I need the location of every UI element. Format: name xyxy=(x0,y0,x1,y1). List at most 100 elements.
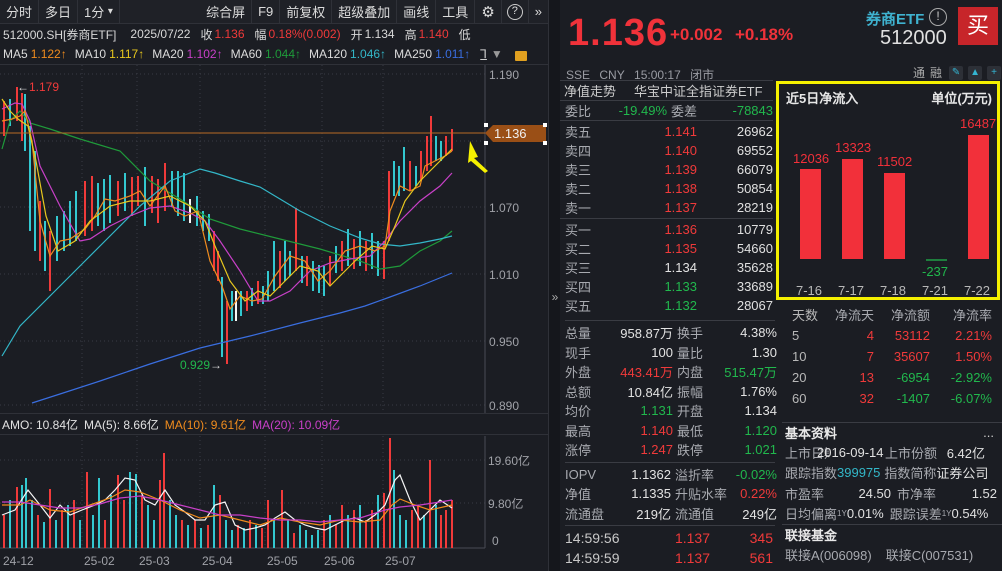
link-fund-title: 联接基金 xyxy=(785,528,838,543)
bid-label: 买二 xyxy=(565,242,592,257)
trade-row: 14:59:59 1.137 561 xyxy=(565,550,773,566)
stat-row: 均价 1.131 开盘 1.134 xyxy=(565,403,777,420)
bid-row[interactable]: 买四 1.133 33689 xyxy=(560,277,773,296)
ask-price: 1.141 xyxy=(664,124,697,139)
open-label: 开 xyxy=(350,27,363,42)
divider xyxy=(565,320,775,321)
triangle-down-icon[interactable]: ▼ xyxy=(490,47,503,61)
volume-chart[interactable]: 19.60亿 9.80亿 0 24-12 25-02 25-03 25-04 2… xyxy=(0,436,548,571)
bid-label: 买三 xyxy=(565,261,592,276)
tab-intraday[interactable]: 分时 xyxy=(0,0,40,24)
iopv-row: 净值 1.1335 升贴水率 0.22% xyxy=(565,486,777,503)
svg-text:1.136: 1.136 xyxy=(494,126,527,141)
composite-screen-button[interactable]: 综合屏 xyxy=(200,0,253,24)
more-icon[interactable]: ... xyxy=(983,425,994,440)
ask-row[interactable]: 卖四 1.140 69552 xyxy=(560,141,773,160)
bid-row[interactable]: 买五 1.132 28067 xyxy=(560,296,773,315)
divider xyxy=(565,525,775,526)
current-price-tag xyxy=(485,125,546,142)
info-icon[interactable]: ! xyxy=(929,8,947,26)
ratio-label: 委比 xyxy=(565,103,592,119)
candlestick-chart[interactable]: 1.190 1.070 1.010 0.950 0.890 xyxy=(0,64,548,413)
ask-volume: 26962 xyxy=(736,124,773,139)
amp-value: 0.18%(0.002) xyxy=(268,27,341,41)
order-book: 净值走势 华宝中证全指证券ETF 委比 -19.49% 委差 -78843 卖五… xyxy=(560,80,773,315)
bid-row[interactable]: 买二 1.135 54660 xyxy=(560,239,773,258)
f9-button[interactable]: F9 xyxy=(252,0,281,24)
fund-name[interactable]: 券商ETF xyxy=(866,11,925,28)
basic-info-title: 基本资料 xyxy=(785,426,838,441)
tab-multiday[interactable]: 多日 xyxy=(39,0,79,24)
ask-row[interactable]: 卖一 1.137 28219 xyxy=(560,198,773,217)
tools-button[interactable]: 工具 xyxy=(436,0,476,24)
stat-row: 外盘 443.41万 内盘 515.47万 xyxy=(565,365,777,381)
ask-row[interactable]: 卖五 1.141 26962 xyxy=(560,122,773,141)
draw-line-button[interactable]: 画线 xyxy=(397,0,437,24)
trade-row: 14:59:56 1.137 345 xyxy=(565,530,773,546)
help-icon[interactable]: ? xyxy=(502,0,529,24)
ask-row[interactable]: 卖三 1.139 66079 xyxy=(560,160,773,179)
svg-text:0.890: 0.890 xyxy=(489,399,519,413)
buy-button[interactable]: 买 xyxy=(958,7,998,45)
net-flow-table: 天数 净流天 净流额 净流率 5 4 53112 2.21% 10 7 35607 1.50% 2… xyxy=(782,304,1002,409)
bid-row[interactable]: 买一 1.136 10779 xyxy=(560,220,773,239)
ma60-value: 1.044↑ xyxy=(264,47,301,61)
exchange-label: SSE xyxy=(566,68,591,82)
currency-label: CNY xyxy=(599,68,625,82)
ask-volume: 50854 xyxy=(736,181,773,196)
valuation-row: 市盈率 24.50 市净率 1.52 xyxy=(785,485,997,502)
last-price: 1.136 xyxy=(568,12,669,54)
bid-price: 1.134 xyxy=(664,260,697,275)
svg-text:1.010: 1.010 xyxy=(489,268,519,282)
vol-ma10: MA(10): 9.61亿 xyxy=(164,417,247,432)
track-index-link[interactable]: 399975 xyxy=(837,465,881,481)
super-overlay-button[interactable]: 超级叠加 xyxy=(332,0,398,24)
ask-label: 卖五 xyxy=(565,125,592,140)
ask-price: 1.138 xyxy=(664,181,697,196)
kline-info-line: 512000.SH[券商ETF] 2025/07/22 收 1.136 幅 0.… xyxy=(0,25,548,43)
table-row: 5 4 53112 2.21% xyxy=(792,328,992,343)
price-change-pct: +0.18% xyxy=(735,25,794,44)
svg-text:0: 0 xyxy=(492,534,499,548)
min-price-label: 0.929→ xyxy=(180,358,222,372)
market-info: SSE CNY 15:00:17 闭市 xyxy=(566,66,720,83)
tag-connect: 通 xyxy=(913,66,926,80)
net-inflow-title: 近5日净流入 xyxy=(786,91,859,106)
tag-margin: 融 xyxy=(930,66,943,80)
svg-text:19.60亿: 19.60亿 xyxy=(488,453,530,468)
lock-icon[interactable] xyxy=(514,51,527,61)
panel-splitter[interactable]: » xyxy=(548,0,560,571)
ma10-value: 1.117↑ xyxy=(109,47,145,61)
ma10-label: MA10 xyxy=(74,47,107,61)
stat-row: 最高 1.140 最低 1.120 xyxy=(565,422,777,439)
low-label: 低 xyxy=(458,27,471,42)
stat-row: 涨停 1.247 跌停 1.021 xyxy=(565,442,777,459)
ma-settings-icon[interactable]: ⅂ xyxy=(480,47,487,61)
svg-text:9.80亿: 9.80亿 xyxy=(488,496,523,511)
link-fund-a[interactable]: 联接A(006098) xyxy=(785,547,872,563)
link-fund-c[interactable]: 联接C(007531) xyxy=(885,547,974,563)
ma120-label: MA120 xyxy=(309,47,348,61)
forward-adjust-button[interactable]: 前复权 xyxy=(280,0,333,24)
collapse-arrow-icon[interactable]: » xyxy=(551,290,559,304)
net-inflow-panel: 12036 13323 11502 -237 16487 7-16 7-17 7… xyxy=(776,81,1000,300)
bid-row[interactable]: 买三 1.134 35628 xyxy=(560,258,773,277)
ratio-row: 委比 -19.49% 委差 -78843 xyxy=(560,100,773,119)
ask-price: 1.137 xyxy=(664,200,697,215)
diff-label: 委差 xyxy=(671,103,698,119)
iopv-row: IOPV 1.1362 溢折率 -0.02% xyxy=(565,466,777,483)
market-status: 闭市 xyxy=(690,68,715,82)
gear-icon[interactable]: ⚙ xyxy=(475,0,502,24)
help-glyph: ? xyxy=(506,3,523,20)
bell-icon[interactable]: ▲ xyxy=(968,65,983,80)
expand-icon[interactable]: » xyxy=(534,4,542,19)
ask-row[interactable]: 卖二 1.138 50854 xyxy=(560,179,773,198)
pencil-icon[interactable]: ✎ xyxy=(949,65,964,80)
high-value: 1.140 xyxy=(418,27,449,41)
iopv-row: 流通盘 219亿 流通值 249亿 xyxy=(565,506,777,522)
period-1min[interactable]: 1分 ▾ xyxy=(78,0,120,24)
plus-icon[interactable]: + xyxy=(987,65,1002,80)
nav-trend-link[interactable]: 净值走势 xyxy=(564,84,617,99)
ma250-label: MA250 xyxy=(394,47,433,61)
chevron-down-icon[interactable]: ▾ xyxy=(107,6,113,17)
